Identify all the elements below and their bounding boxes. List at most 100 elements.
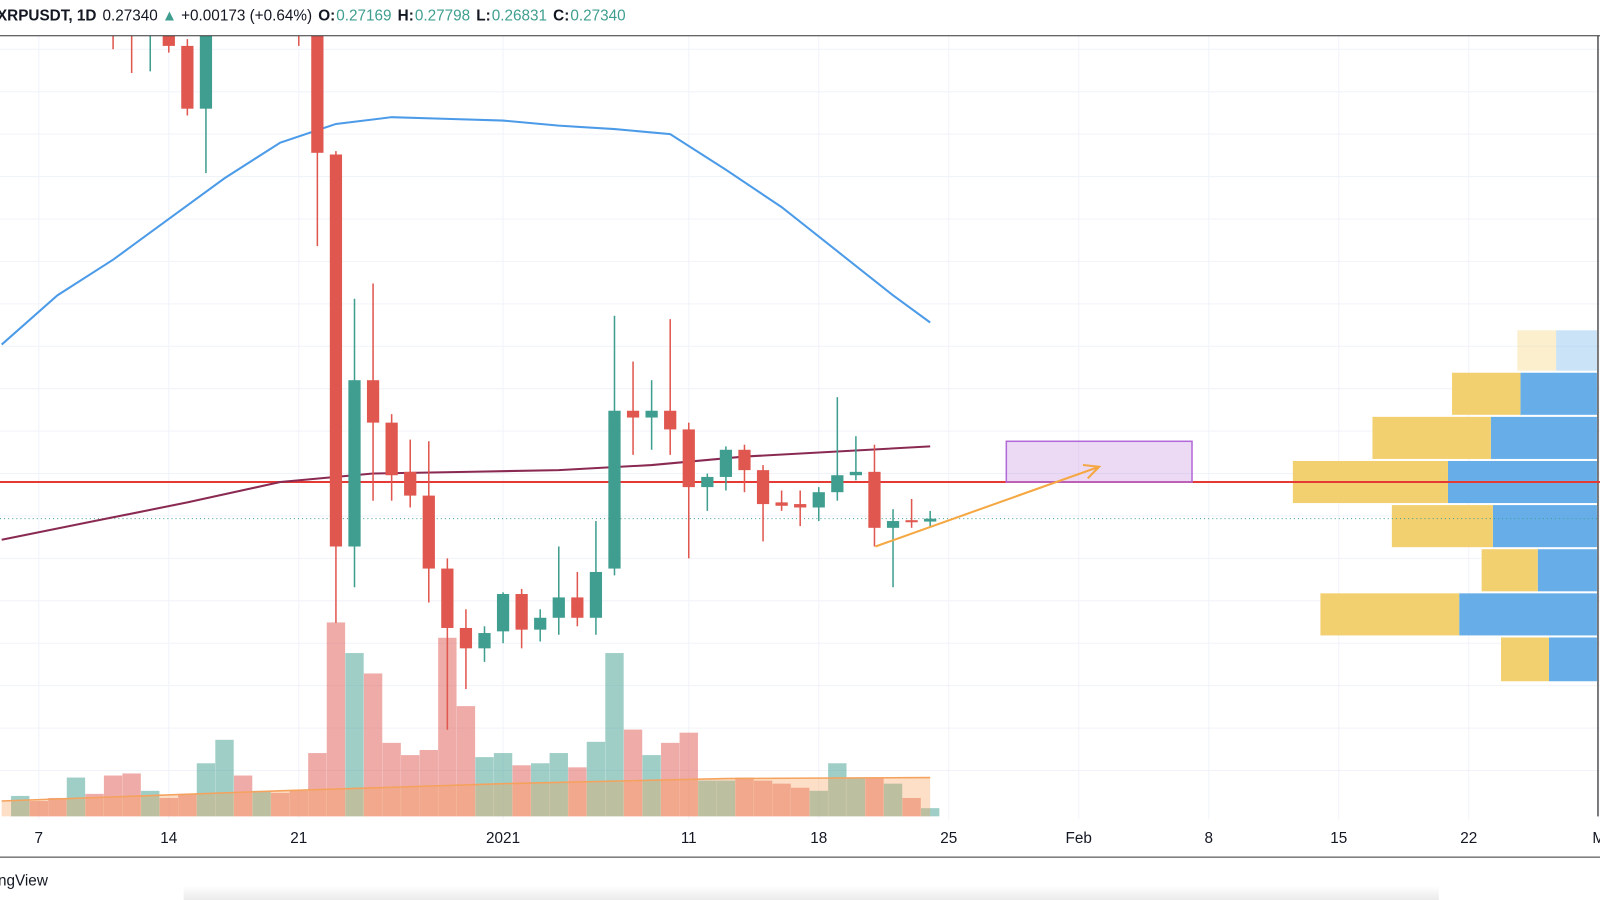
candle-body (348, 380, 361, 547)
profile-down (1372, 416, 1491, 459)
volume-ma-line (1, 776, 931, 802)
volume-bar (772, 783, 791, 817)
candle-body (645, 410, 658, 418)
volume-bar (215, 739, 234, 817)
profile-up (1490, 416, 1597, 459)
candle-body (924, 518, 937, 522)
x-axis: 7 14 21 2021 11 18 25 Feb 8 15 22 M (35, 830, 1600, 847)
moving-average (0, 116, 931, 346)
ohlc-value: 0.27169 (336, 7, 391, 24)
candle-body (162, 35, 175, 46)
last-price: 0.27340 (103, 7, 158, 24)
profile-down (1517, 330, 1557, 371)
ohlc-label: L: (476, 7, 490, 24)
x-tick-label: 18 (810, 830, 827, 847)
volume-bar (159, 797, 178, 817)
candle-body (719, 449, 733, 477)
volume-bar (103, 775, 123, 817)
grid (0, 35, 1600, 820)
volume-bar (902, 797, 921, 817)
volume-bar (345, 653, 364, 817)
legend-header: XRPUSDT, 1D 0.27340 ▲ +0.00173 (+0.64%) O: 0.… (0, 7, 626, 24)
volume-bar (363, 673, 383, 817)
volume-bar (549, 753, 568, 817)
volume-bar (753, 780, 773, 817)
volume-bar (568, 767, 587, 817)
arrow-head (1082, 463, 1102, 480)
brand: ngView (0, 873, 49, 890)
candle-body (775, 502, 788, 506)
x-tick-label: 22 (1460, 830, 1477, 847)
volume-bar (252, 790, 271, 817)
candle-body (812, 492, 825, 508)
volume-bar (679, 732, 698, 817)
profile-up (1548, 637, 1597, 682)
volume-bar (382, 742, 401, 817)
volume-bar (642, 755, 661, 817)
ohlc-label: O: (318, 7, 335, 24)
volume-bar (141, 790, 160, 817)
volume-bar (605, 653, 624, 817)
change-arrow: ▲ (162, 7, 177, 24)
candle-body (478, 633, 491, 649)
candle-body (366, 380, 380, 423)
profile-up (1492, 505, 1597, 548)
profile-up (1537, 549, 1597, 592)
volume-bar (196, 763, 216, 817)
volume-bar (419, 750, 438, 817)
candle-body (552, 597, 565, 618)
candle-body (905, 520, 918, 523)
ohlc-value: 0.27340 (570, 7, 625, 24)
candle-body (701, 476, 714, 488)
trend-arrow (875, 465, 1100, 548)
profile-down (1501, 637, 1549, 682)
candle-body (626, 410, 640, 418)
candle-body (459, 627, 473, 649)
volume-ma-area (1, 777, 931, 817)
volume-bar (865, 777, 884, 817)
volume-bar (493, 753, 513, 817)
x-tick-label: 25 (940, 830, 957, 847)
symbol: XRPUSDT, 1D (0, 7, 96, 24)
candle-body (199, 35, 213, 109)
x-tick-label: 21 (290, 830, 307, 847)
candle-body (831, 475, 844, 493)
volume-bar (29, 801, 48, 817)
volume-bar (791, 787, 810, 817)
ohlc-label: C: (553, 7, 569, 24)
volume-bar (883, 783, 903, 817)
candle-body (738, 449, 751, 471)
candle-body (515, 594, 528, 630)
candle-body (589, 571, 603, 618)
x-tick-label: 14 (160, 830, 178, 847)
ohlc-label: H: (398, 7, 414, 24)
volume-bar (698, 780, 717, 817)
volume-bar (586, 741, 606, 817)
candle-body (868, 471, 881, 528)
candle-body (886, 521, 900, 528)
plot-area (0, 35, 1600, 817)
candle-body (756, 470, 770, 505)
candle-body (311, 35, 324, 153)
profile-down (1391, 505, 1493, 548)
candle-body (385, 422, 398, 476)
volume-bar (233, 775, 253, 817)
x-tick-label: 7 (35, 830, 44, 847)
candle-body (496, 594, 510, 632)
candle-body (849, 471, 863, 476)
profile-down (1320, 593, 1460, 636)
volume-bar (456, 706, 476, 817)
x-tick-label: M (1592, 830, 1600, 847)
volume-bar (289, 790, 308, 817)
candle-body (329, 154, 343, 547)
ohlc-value: 0.27798 (415, 7, 470, 24)
profile-down (1481, 549, 1538, 592)
volume-bar (122, 773, 141, 817)
x-tick-label: Feb (1066, 830, 1092, 847)
volume-bar (178, 793, 197, 817)
profile-down (1452, 372, 1521, 415)
candle-body (682, 429, 695, 488)
x-tick-label: 8 (1204, 830, 1213, 847)
